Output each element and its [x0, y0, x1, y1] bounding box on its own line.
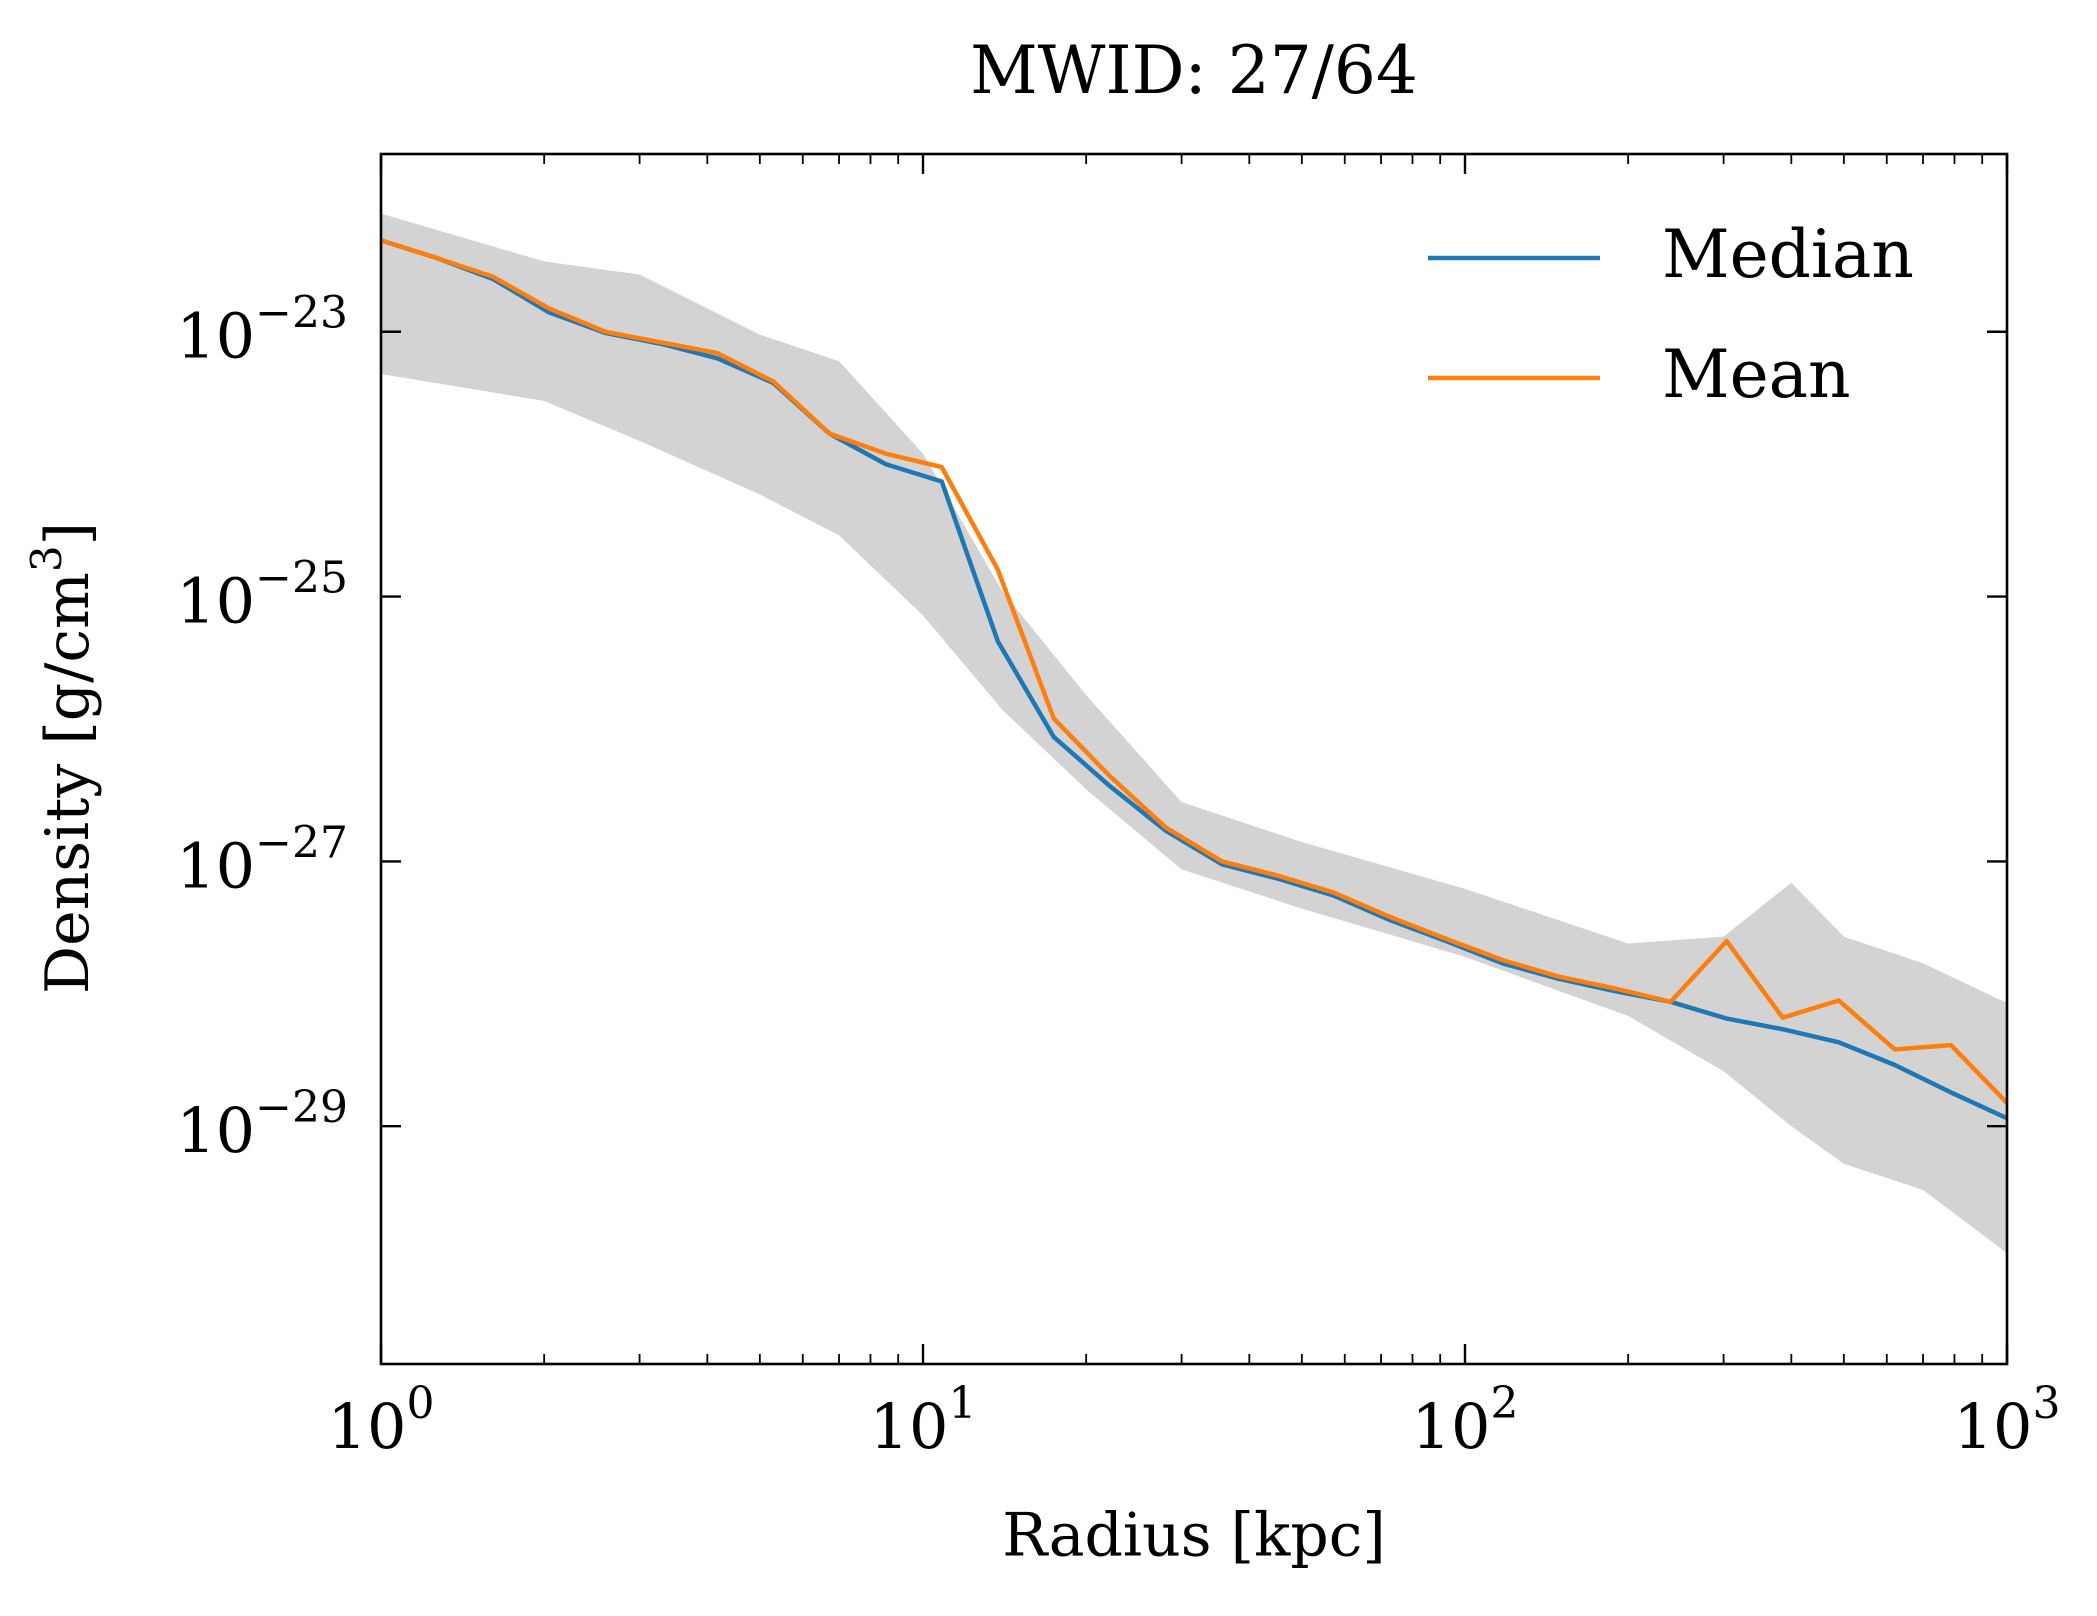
legend-label: Mean — [1662, 336, 1851, 413]
axes-frame — [379, 152, 2009, 1366]
x-tick-label: 103 — [1954, 1378, 2061, 1464]
x-tick-label: 100 — [328, 1378, 435, 1464]
y-tick-label: 10−29 — [176, 1082, 348, 1168]
y-axis-label: Density [g/cm3] — [22, 522, 103, 994]
chart-title: MWID: 27/64 — [970, 32, 1418, 109]
y-tick-label: 10−25 — [176, 552, 348, 638]
line-series — [381, 238, 2007, 1105]
legend-label: Median — [1662, 216, 1914, 293]
x-tick-label: 101 — [870, 1378, 977, 1464]
plot-area — [381, 213, 2007, 1254]
x-axis-label: Radius [kpc] — [1002, 1501, 1386, 1571]
y-tick-label: 10−27 — [176, 817, 348, 903]
scatter-band — [381, 213, 2007, 1254]
y-tick-label: 10−23 — [176, 287, 348, 373]
x-tick-label: 102 — [1412, 1378, 1519, 1464]
